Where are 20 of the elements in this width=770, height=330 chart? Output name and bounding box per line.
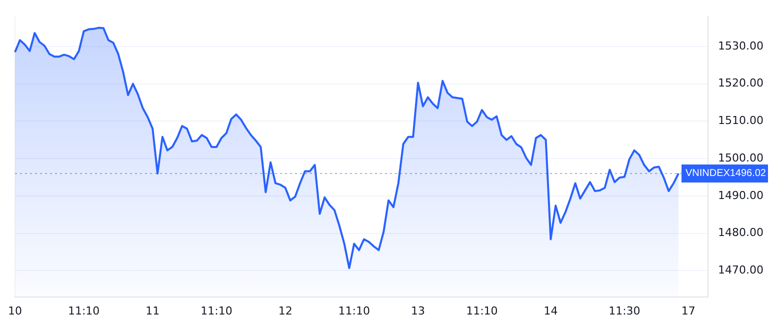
y-tick-label: 1470.00 [718,264,764,277]
x-tick-label: 12 [278,304,292,318]
y-tick-label: 1490.00 [718,188,764,202]
y-tick-label: 1480.00 [718,226,764,240]
x-tick-label: 11:30 [608,304,640,318]
x-tick-label: 17 [681,304,696,318]
x-tick-label: 11 [146,304,160,318]
y-tick-label: 1500.00 [718,151,764,164]
y-tick-label: 1530.00 [718,39,764,52]
x-tick-label: 11:10 [338,304,370,318]
x-tick-label: 10 [8,304,22,318]
series-label: VNINDEX [686,168,730,180]
x-tick-label: 11:10 [68,304,100,318]
x-tick-label: 11:10 [466,304,498,318]
x-tick-label: 11:10 [200,304,232,318]
ref-line-label: 1496.02 [730,168,766,180]
x-tick-label: 14 [544,304,558,318]
y-tick-label: 1510.00 [718,114,764,128]
x-tick-label: 13 [411,304,426,318]
y-tick-label: 1520.00 [718,76,764,90]
